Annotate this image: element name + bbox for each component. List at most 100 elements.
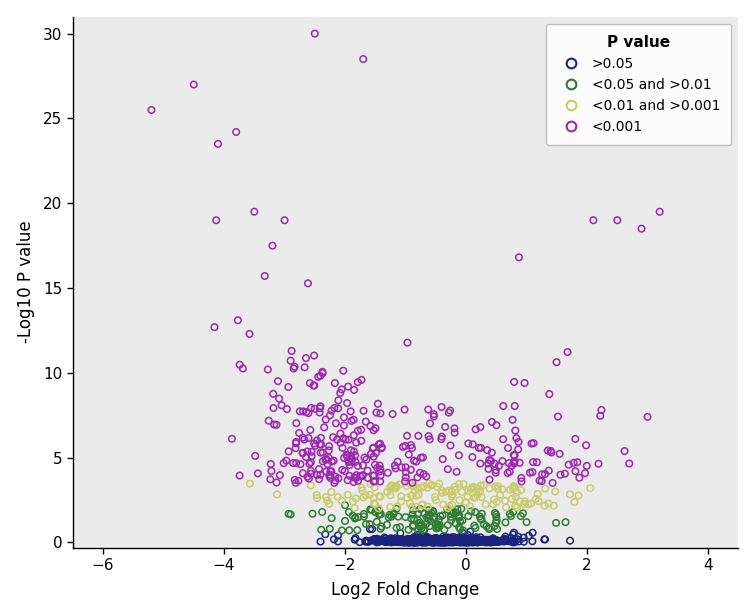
Point xyxy=(451,505,464,514)
Point xyxy=(436,402,448,412)
Point xyxy=(477,537,489,546)
Point xyxy=(304,378,316,388)
Point xyxy=(345,451,357,461)
Point xyxy=(462,530,474,540)
Point xyxy=(436,432,448,442)
Point xyxy=(505,536,517,546)
Point xyxy=(410,491,422,501)
Point xyxy=(483,475,495,485)
Point xyxy=(522,531,535,541)
Point xyxy=(274,470,286,480)
Point xyxy=(414,537,426,546)
Point xyxy=(336,384,348,394)
Point xyxy=(444,537,456,547)
Point xyxy=(368,477,380,487)
Point xyxy=(252,468,264,478)
Point xyxy=(323,471,335,481)
Point xyxy=(392,535,404,545)
Point xyxy=(294,460,307,469)
Point xyxy=(441,505,453,514)
Point xyxy=(489,468,501,477)
Point xyxy=(448,532,460,542)
Point xyxy=(339,500,351,510)
Point xyxy=(400,537,412,547)
Point xyxy=(409,538,421,548)
Point xyxy=(472,537,484,547)
Point xyxy=(368,534,380,544)
Point xyxy=(442,534,454,544)
Point xyxy=(420,519,432,529)
Point xyxy=(448,535,460,545)
Point xyxy=(325,470,337,480)
Point xyxy=(518,537,530,546)
Point xyxy=(282,447,294,456)
Point xyxy=(451,535,463,545)
Point xyxy=(464,501,476,511)
Point xyxy=(347,496,359,506)
Point xyxy=(315,448,327,458)
Point xyxy=(325,406,337,416)
Point xyxy=(584,483,596,493)
Point xyxy=(457,537,469,547)
Point xyxy=(313,464,325,474)
Point xyxy=(612,215,624,225)
Point xyxy=(420,537,432,546)
Point xyxy=(212,139,224,149)
Point xyxy=(414,535,427,545)
Point xyxy=(443,535,455,545)
Point xyxy=(362,466,374,476)
Point xyxy=(350,513,362,522)
Point xyxy=(336,525,348,535)
Point xyxy=(332,537,344,546)
Point xyxy=(456,516,468,525)
Point xyxy=(317,456,329,466)
Point xyxy=(485,538,497,548)
Point xyxy=(305,458,317,468)
Point xyxy=(378,536,390,546)
Point xyxy=(411,514,424,524)
Point xyxy=(385,534,397,544)
Point xyxy=(499,532,511,541)
Point xyxy=(351,525,363,535)
Point xyxy=(448,534,461,544)
Point xyxy=(412,537,424,547)
Point xyxy=(427,537,439,546)
Point xyxy=(382,468,394,478)
Point xyxy=(440,533,452,543)
Point xyxy=(314,403,326,413)
Point xyxy=(491,497,503,507)
Point xyxy=(338,413,350,423)
Point xyxy=(490,535,502,545)
Point xyxy=(463,536,475,546)
Point xyxy=(507,537,519,546)
Point xyxy=(435,537,447,547)
Point xyxy=(448,535,460,545)
Point xyxy=(361,537,373,546)
Point xyxy=(443,537,455,547)
Point xyxy=(442,538,454,548)
Point xyxy=(433,514,445,524)
Point xyxy=(518,533,530,543)
Point xyxy=(473,537,485,546)
Point xyxy=(402,537,414,547)
Point xyxy=(381,537,393,546)
Point xyxy=(458,537,470,547)
Point xyxy=(358,406,370,416)
Point xyxy=(454,537,466,547)
Point xyxy=(461,537,473,546)
Point xyxy=(446,500,458,509)
Point xyxy=(444,534,456,544)
Point xyxy=(433,479,445,488)
Point xyxy=(439,532,451,542)
Point xyxy=(268,419,280,429)
Point xyxy=(443,536,455,546)
Point xyxy=(463,536,475,546)
Point xyxy=(382,537,394,546)
Point xyxy=(308,351,320,360)
Point xyxy=(332,473,344,483)
Point xyxy=(471,484,483,493)
Point xyxy=(431,482,443,492)
Point xyxy=(470,534,482,544)
Point xyxy=(427,537,439,546)
Point xyxy=(422,535,434,545)
